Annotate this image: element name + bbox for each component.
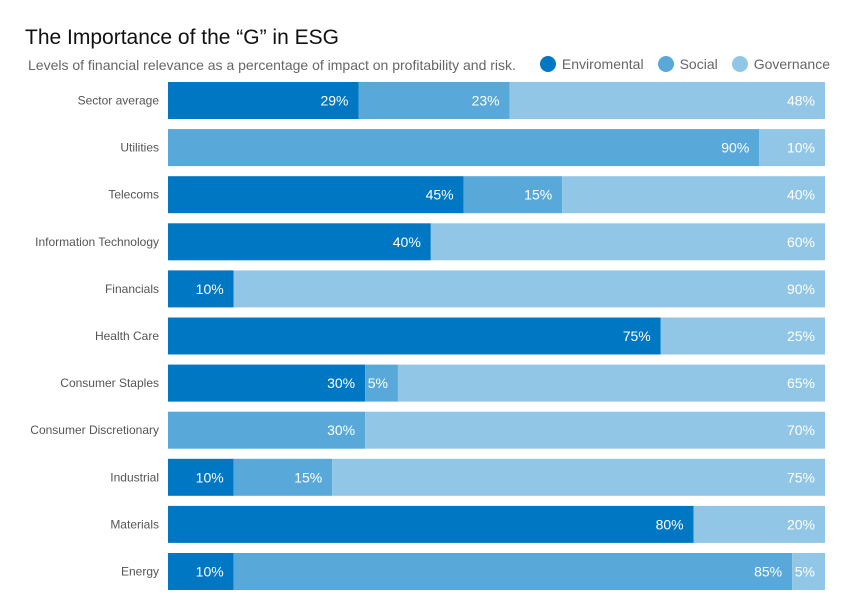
bar-telecoms-enviromental[interactable] — [168, 176, 464, 214]
legend-item-governance[interactable]: Governance — [731, 56, 830, 72]
bar-information-technology-governance[interactable] — [430, 223, 825, 261]
bar-financials-governance[interactable] — [233, 270, 825, 308]
bar-industrial-governance[interactable] — [332, 458, 825, 496]
legend-label-social: Social — [679, 56, 718, 72]
bar-industrial-social[interactable] — [233, 458, 333, 496]
bar-consumer-discretionary-social[interactable] — [168, 411, 366, 449]
bar-consumer-staples-social[interactable] — [365, 364, 398, 402]
data-label-information-technology-enviromental: 40% — [393, 234, 421, 250]
legend: Enviromental Social Governance — [526, 56, 830, 72]
bar-sector-average-social[interactable] — [358, 82, 510, 119]
legend-label-governance: Governance — [753, 56, 830, 72]
legend-swatch-governance — [731, 56, 748, 72]
data-label-telecoms-enviromental: 45% — [426, 187, 454, 203]
data-label-consumer-staples-social: 5% — [368, 375, 388, 391]
bar-sector-average-enviromental[interactable] — [168, 82, 359, 119]
bar-health-care-enviromental[interactable] — [168, 317, 661, 355]
category-label-information-technology: Information Technology — [35, 235, 159, 249]
category-label-consumer-staples: Consumer Staples — [60, 376, 159, 390]
data-label-consumer-discretionary-social: 30% — [327, 422, 355, 438]
category-label-materials: Materials — [110, 517, 159, 531]
data-label-industrial-social: 15% — [294, 469, 322, 485]
category-label-utilities: Utilities — [120, 141, 159, 155]
data-label-consumer-staples-enviromental: 30% — [327, 375, 355, 391]
bar-energy-governance[interactable] — [792, 553, 825, 590]
legend-label-enviromental: Enviromental — [561, 56, 644, 72]
chart-title: The Importance of the “G” in ESG — [25, 26, 339, 49]
category-label-sector-average: Sector average — [78, 94, 160, 108]
bar-consumer-staples-enviromental[interactable] — [168, 364, 366, 402]
legend-item-enviromental[interactable]: Enviromental — [539, 56, 644, 72]
category-label-financials: Financials — [105, 282, 159, 296]
bar-industrial-enviromental[interactable] — [168, 458, 234, 496]
bar-utilities-social[interactable] — [168, 129, 760, 167]
bar-financials-enviromental[interactable] — [168, 270, 234, 308]
data-label-health-care-enviromental: 75% — [623, 328, 651, 344]
data-label-materials-enviromental: 80% — [656, 516, 684, 532]
bar-energy-social[interactable] — [233, 553, 793, 590]
category-label-industrial: Industrial — [110, 470, 159, 484]
legend-swatch-social — [657, 56, 674, 72]
data-label-energy-enviromental: 10% — [196, 564, 224, 580]
data-label-financials-governance: 90% — [787, 281, 815, 297]
data-label-utilities-social: 90% — [721, 140, 749, 156]
legend-swatch-enviromental — [539, 56, 556, 72]
bar-utilities-governance[interactable] — [759, 129, 825, 167]
bar-health-care-governance[interactable] — [660, 317, 825, 355]
data-label-industrial-governance: 75% — [787, 469, 815, 485]
chart-subtitle: Levels of financial relevance as a perce… — [28, 57, 516, 73]
data-label-utilities-governance: 10% — [787, 140, 815, 156]
data-label-health-care-governance: 25% — [787, 328, 815, 344]
category-label-telecoms: Telecoms — [108, 188, 159, 202]
data-label-sector-average-social: 23% — [472, 93, 500, 109]
data-label-sector-average-enviromental: 29% — [320, 93, 348, 109]
category-label-health-care: Health Care — [95, 329, 159, 343]
bar-consumer-staples-governance[interactable] — [397, 364, 825, 402]
data-label-telecoms-governance: 40% — [787, 187, 815, 203]
category-label-energy: Energy — [121, 565, 159, 579]
bar-telecoms-social[interactable] — [463, 176, 563, 214]
bar-energy-enviromental[interactable] — [168, 553, 234, 590]
data-label-sector-average-governance: 48% — [787, 93, 815, 109]
data-label-consumer-discretionary-governance: 70% — [787, 422, 815, 438]
bar-telecoms-governance[interactable] — [562, 176, 825, 214]
bar-materials-governance[interactable] — [693, 505, 825, 543]
legend-item-social[interactable]: Social — [657, 56, 718, 72]
bar-sector-average-governance[interactable] — [509, 82, 825, 119]
data-label-telecoms-social: 15% — [524, 187, 552, 203]
data-label-information-technology-governance: 60% — [787, 234, 815, 250]
bar-materials-enviromental[interactable] — [168, 505, 694, 543]
data-label-energy-governance: 5% — [795, 564, 815, 580]
bar-information-technology-enviromental[interactable] — [168, 223, 431, 261]
data-label-energy-social: 85% — [754, 564, 782, 580]
data-label-consumer-staples-governance: 65% — [787, 375, 815, 391]
data-label-financials-enviromental: 10% — [196, 281, 224, 297]
category-label-consumer-discretionary: Consumer Discretionary — [30, 423, 159, 437]
data-label-materials-governance: 20% — [787, 516, 815, 532]
data-label-industrial-enviromental: 10% — [196, 469, 224, 485]
bar-consumer-discretionary-governance[interactable] — [365, 411, 825, 449]
